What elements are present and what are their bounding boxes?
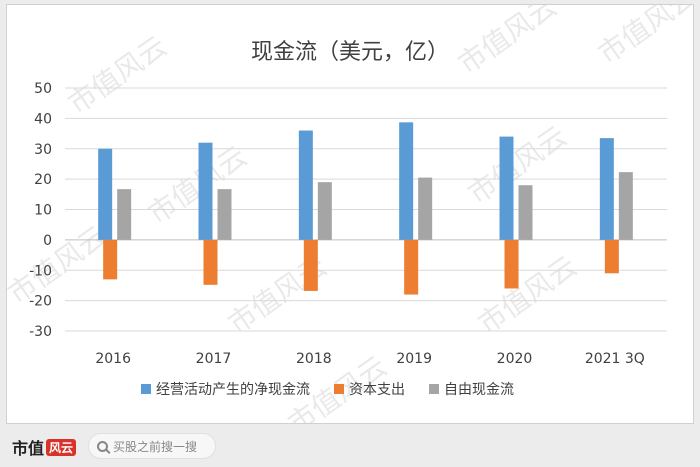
y-tick-label: 50	[34, 81, 52, 97]
watermark-text: 市值风云	[472, 249, 583, 340]
x-category-label: 2019	[396, 351, 432, 367]
bar-capex	[203, 239, 218, 285]
watermark-text: 市值风云	[452, 5, 563, 81]
bar-free-cashflow	[117, 189, 132, 240]
chart-card: 市值风云 市值风云 市值风云 市值风云 市值风云 市值风云 市值风云 市值风云 市值风云 现金流…	[6, 4, 694, 424]
chart-legend: 经营活动产生的净现金流 资本支出 自由现金流	[141, 382, 514, 398]
x-category-label: 2016	[95, 351, 131, 367]
bar-capex	[604, 239, 619, 274]
legend-swatch	[141, 384, 151, 394]
bar-free-cashflow	[618, 172, 633, 240]
y-tick-label: -20	[29, 294, 52, 310]
watermark-text: 市值风云	[462, 119, 573, 210]
chart-title: 现金流（美元，亿）	[251, 40, 449, 65]
y-tick-label: 40	[34, 111, 52, 127]
y-axis-ticks: 50 40 30 20 10 0 -10 -20 -30	[29, 81, 52, 340]
y-tick-label: 0	[43, 233, 52, 249]
bar-capex	[303, 239, 318, 291]
bar-free-cashflow	[518, 185, 533, 240]
legend-swatch	[429, 384, 439, 394]
y-tick-label: 20	[34, 172, 52, 188]
bar-free-cashflow	[317, 182, 332, 240]
bar-capex	[404, 239, 419, 295]
y-tick-label: -10	[29, 263, 52, 279]
watermark-text: 市值风云	[592, 5, 693, 71]
search-placeholder: 买股之前搜一搜	[113, 439, 198, 454]
x-category-label: 2021 3Q	[585, 351, 645, 367]
y-tick-label: -30	[29, 324, 52, 340]
bar-capex	[504, 239, 519, 289]
legend-swatch	[334, 384, 344, 394]
bar-operating-cashflow	[499, 136, 514, 240]
chart-grid	[65, 87, 667, 332]
brand-logo[interactable]: 市值 风云	[12, 435, 77, 459]
bar-free-cashflow	[418, 177, 433, 240]
bar-operating-cashflow	[599, 138, 614, 240]
brand-logo-text: 市值	[12, 439, 45, 458]
legend-label: 资本支出	[349, 382, 405, 398]
bar-operating-cashflow	[98, 148, 113, 240]
brand-logo-mark: 风云	[46, 439, 77, 456]
bar-free-cashflow	[217, 189, 232, 240]
y-tick-label: 30	[34, 142, 52, 158]
x-category-label: 2020	[497, 351, 533, 367]
legend-label: 自由现金流	[444, 382, 514, 398]
x-axis-categories: 2016 2017 2018 2019 2020 2021 3Q	[95, 351, 644, 367]
watermark-text: 市值风云	[62, 29, 173, 120]
watermark-text: 市值风云	[7, 219, 113, 310]
y-tick-label: 10	[34, 203, 52, 219]
watermark-text: 市值风云	[142, 139, 253, 230]
search-icon	[97, 440, 108, 452]
bar-operating-cashflow	[399, 122, 414, 240]
footer-bar: 市值 风云 买股之前搜一搜	[0, 426, 700, 467]
search-box[interactable]: 买股之前搜一搜	[88, 433, 216, 459]
x-category-label: 2017	[196, 351, 232, 367]
x-category-label: 2018	[296, 351, 332, 367]
legend-label: 经营活动产生的净现金流	[156, 382, 310, 398]
chart-bars	[98, 122, 633, 295]
bar-operating-cashflow	[298, 130, 313, 240]
bar-operating-cashflow	[198, 142, 213, 240]
bar-capex	[103, 239, 118, 280]
